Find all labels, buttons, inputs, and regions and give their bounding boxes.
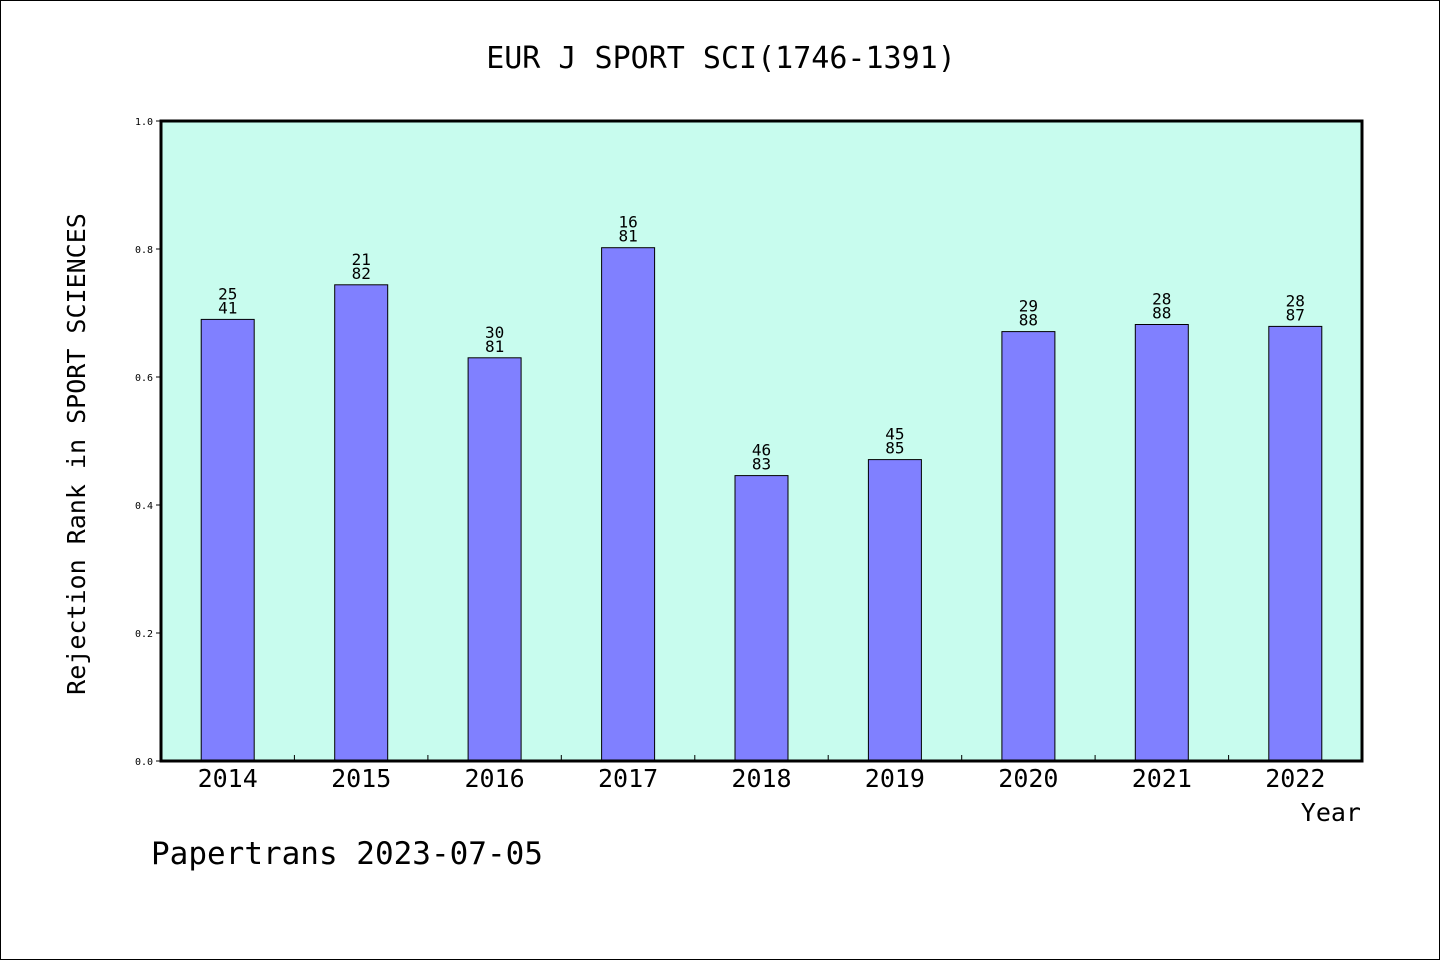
- bar-label-bottom-2019: 85: [885, 439, 904, 458]
- chart-title: EUR J SPORT SCI(1746-1391): [486, 41, 956, 76]
- bar-label-bottom-2017: 81: [618, 227, 637, 246]
- bar-label-bottom-2021: 88: [1152, 304, 1171, 323]
- bar-2015: [334, 284, 389, 762]
- x-tick-label-2020: 2020: [998, 764, 1058, 793]
- bar-2017: [601, 247, 656, 762]
- bar-label-top-2020: 29: [1019, 297, 1038, 316]
- y-axis-label: Rejection Rank in SPORT SCIENCES: [62, 213, 91, 695]
- bar-label-top-2019: 45: [885, 425, 904, 444]
- bar-label-bottom-2016: 81: [485, 337, 504, 356]
- y-tick-label: 0.0: [135, 757, 153, 768]
- y-tick-label: 0.6: [135, 373, 153, 384]
- bar-2014: [200, 318, 255, 762]
- watermark: Papertrans 2023-07-05: [151, 836, 543, 872]
- x-tick-label-2018: 2018: [731, 764, 791, 793]
- bar-2016: [467, 357, 522, 762]
- bars-group: [200, 247, 1323, 762]
- bar-2021: [1134, 324, 1189, 762]
- bar-label-top-2018: 46: [752, 441, 771, 460]
- bar-2022: [1268, 325, 1323, 762]
- y-tick-label: 0.2: [135, 629, 153, 640]
- bar-label-bottom-2014: 41: [218, 298, 237, 317]
- bar-2019: [867, 459, 922, 762]
- bar-label-top-2014: 25: [218, 284, 237, 303]
- y-axis-ticks: 0.0 0.2 0.4 0.6 0.8 1.0: [135, 117, 161, 768]
- x-tick-label-2015: 2015: [331, 764, 391, 793]
- y-tick-label: 1.0: [135, 117, 153, 128]
- x-axis-ticks: 2014 2015 2016 2017 2018 2019 2020 2021 2022: [198, 755, 1325, 793]
- bar-label-top-2022: 28: [1286, 291, 1305, 310]
- x-tick-label-2017: 2017: [598, 764, 658, 793]
- plot-border: [159, 119, 1364, 763]
- x-tick-label-2014: 2014: [198, 764, 258, 793]
- bar-label-bottom-2015: 82: [352, 264, 371, 283]
- bar-label-top-2021: 28: [1152, 290, 1171, 309]
- y-tick-label: 0.4: [135, 501, 153, 512]
- x-tick-label-2016: 2016: [464, 764, 524, 793]
- bar-label-bottom-2020: 88: [1019, 311, 1038, 330]
- x-tick-label-2019: 2019: [865, 764, 925, 793]
- bar-label-bottom-2018: 83: [752, 455, 771, 474]
- bar-2018: [734, 475, 789, 762]
- bar-label-top-2017: 16: [618, 213, 637, 232]
- x-axis-label: Year: [1301, 798, 1361, 827]
- y-tick-label: 0.8: [135, 245, 153, 256]
- x-tick-label-2022: 2022: [1265, 764, 1325, 793]
- bar-label-top-2016: 30: [485, 323, 504, 342]
- bar-2020: [1001, 331, 1056, 762]
- bar-label-bottom-2022: 87: [1286, 305, 1305, 324]
- bar-label-top-2015: 21: [352, 250, 371, 269]
- x-tick-label-2021: 2021: [1132, 764, 1192, 793]
